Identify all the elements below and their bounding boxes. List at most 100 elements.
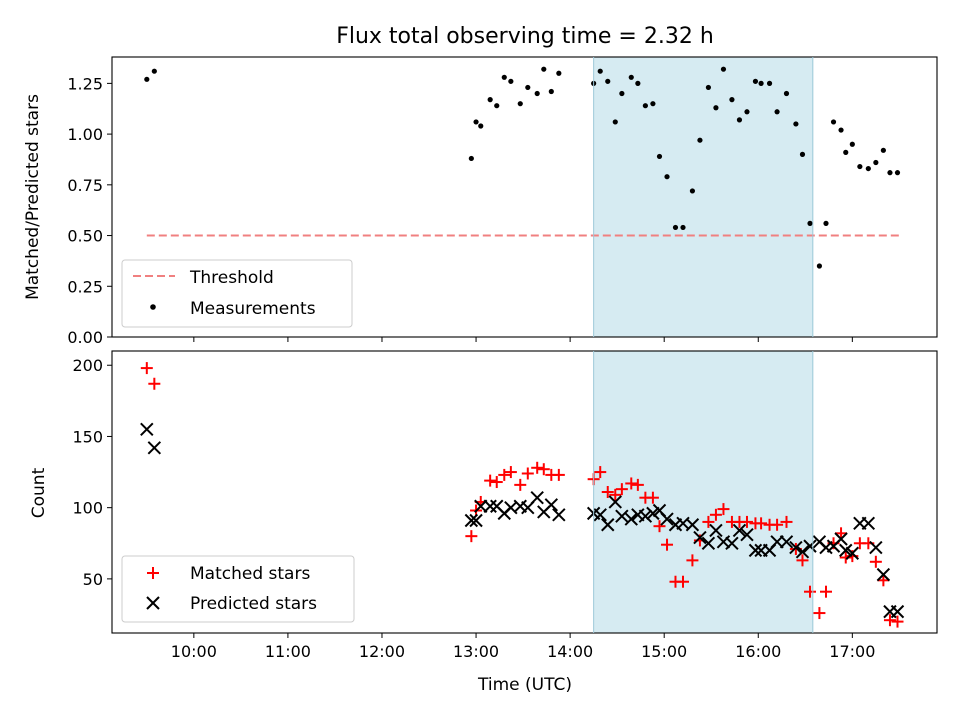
predicted-point <box>693 530 707 545</box>
matched-point <box>521 467 534 480</box>
count-axes-frame <box>111 350 938 634</box>
measurement-point <box>705 84 712 91</box>
predicted-point <box>608 495 622 509</box>
predicted-point <box>701 536 716 550</box>
count-x-ticks: 10:00 11:00 12:00 13:00 14:00 15:00 16:00 17:00 <box>171 633 875 661</box>
measurement-point <box>697 137 703 143</box>
matched-point <box>484 474 497 487</box>
predicted-point <box>869 540 883 555</box>
measurement-point <box>865 165 871 172</box>
matched-point <box>552 468 565 481</box>
matched-point <box>740 515 753 528</box>
y-tick-label: 0.50 <box>67 227 103 246</box>
measurement-point <box>494 103 500 109</box>
count-legend-box <box>121 555 355 623</box>
predicted-point <box>779 535 794 549</box>
chart-title: Flux total observing time = 2.32 h <box>336 24 714 49</box>
measurement-point <box>689 188 696 194</box>
y-tick-label: 1.00 <box>67 125 103 144</box>
matched-point <box>631 478 644 491</box>
ratio-x-ticks <box>193 337 853 342</box>
matched-point <box>702 515 715 528</box>
matched-point <box>661 538 674 551</box>
count-y-ticks: 50 100 150 200 <box>72 356 112 589</box>
predicted-point <box>845 546 860 560</box>
measurement-point <box>758 80 764 86</box>
matched-point <box>609 488 622 501</box>
predicted-point <box>147 441 162 455</box>
measurement-point <box>628 74 634 80</box>
predicted-point <box>685 518 700 532</box>
predicted-point <box>601 518 615 532</box>
measurement-point <box>838 127 844 133</box>
predicted-point <box>890 604 905 619</box>
matched-point <box>465 530 478 543</box>
measurement-point <box>501 74 507 80</box>
measurement-point <box>783 90 790 97</box>
matched-point <box>601 486 614 498</box>
measurement-point <box>857 163 863 170</box>
matched-point <box>891 615 904 628</box>
measurement-point <box>752 78 759 84</box>
measurements-legend-label: Measurements <box>190 299 316 319</box>
count-plot-area <box>140 362 905 628</box>
predicted-point <box>803 539 817 553</box>
count-panel: 10:00 11:00 12:00 13:00 14:00 15:00 16:00 17:00… <box>29 350 938 661</box>
matched-point <box>819 585 832 598</box>
y-tick-label: 0.75 <box>67 176 103 195</box>
y-tick-label: 0.00 <box>67 328 103 347</box>
x-axis-label: Time (UTC) <box>477 675 572 695</box>
matched-point <box>755 517 768 530</box>
ratio-y-axis-label: Matched/Predicted stars <box>23 94 43 300</box>
y-tick-label: 100 <box>72 499 103 518</box>
matched-point <box>594 466 607 479</box>
x-tick-label: 12:00 <box>359 642 405 661</box>
measurement-point <box>774 109 780 115</box>
predicted-point <box>483 499 497 513</box>
measurement-point <box>656 153 663 160</box>
ratio-panel: 0.00 0.25 0.50 0.75 1.00 1.25 Matched/Predict… <box>23 56 938 347</box>
predicted-point <box>789 540 803 555</box>
matched-point <box>653 520 666 533</box>
measurement-point <box>151 68 157 74</box>
predicted-legend-marker <box>146 596 160 610</box>
matched-point <box>625 477 638 490</box>
measurement-point <box>807 220 813 226</box>
measurement-point <box>744 109 750 115</box>
measurement-point <box>556 70 562 76</box>
matched-point <box>877 574 890 587</box>
predicted-point <box>740 528 754 542</box>
matched-point <box>615 483 628 496</box>
predicted-point <box>638 509 653 523</box>
predicted-point <box>593 508 607 522</box>
measurement-point <box>541 66 547 72</box>
predicted-point <box>732 523 747 538</box>
measurement-point <box>729 97 735 103</box>
predicted-point <box>530 490 544 505</box>
matched-point <box>148 377 161 390</box>
predicted-point <box>615 509 629 523</box>
x-tick-label: 13:00 <box>453 642 499 661</box>
measurement-point <box>635 80 641 86</box>
matched-point <box>804 585 817 598</box>
measurement-point <box>525 84 531 91</box>
predicted-point <box>795 545 810 559</box>
measurement-point <box>880 147 886 153</box>
ratio-legend-box <box>121 259 353 328</box>
x-tick-label: 10:00 <box>171 642 217 661</box>
predicted-point <box>839 543 853 558</box>
predicted-point <box>464 513 479 528</box>
matched-point <box>646 491 659 504</box>
predicted-point <box>646 506 660 521</box>
measurement-point <box>612 119 618 125</box>
x-tick-label: 14:00 <box>547 642 593 661</box>
measurement-point <box>823 220 829 226</box>
measurement-point <box>478 123 484 129</box>
measurement-point <box>816 263 823 269</box>
measurement-point <box>144 76 150 82</box>
predicted-point <box>544 498 559 512</box>
matched-point <box>780 515 793 528</box>
measurement-point <box>894 170 901 176</box>
matched-point <box>839 551 852 564</box>
count-y-axis-label: Count <box>29 467 49 518</box>
